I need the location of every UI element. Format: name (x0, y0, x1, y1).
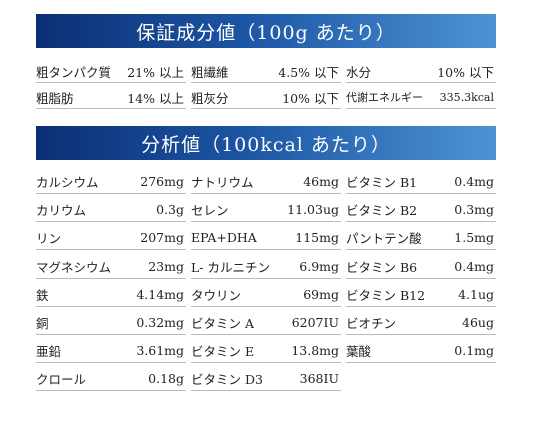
nutrient-value: 14% 以上 (127, 90, 184, 106)
table-row: クロール 0.18g (36, 367, 186, 392)
nutrient-label: 粗脂肪 (36, 90, 74, 106)
table-row: 粗脂肪 14% 以上 (36, 86, 186, 109)
nutrient-value: 21% 以上 (127, 64, 184, 80)
nutrient-label: 亜鉛 (36, 344, 62, 360)
table-row: 粗タンパク質 21% 以上 (36, 60, 186, 83)
nutrient-label: パントテン酸 (346, 231, 422, 247)
nutrient-value: 46mg (303, 174, 339, 189)
table-row: ビタミン B12 4.1ug (346, 283, 496, 307)
table-row: ビタミン D3 368IU (191, 367, 341, 392)
nutrient-label: セレン (191, 203, 229, 219)
nutrient-value: 3.61mg (136, 343, 184, 359)
table-row: 水分 10% 以下 (346, 60, 496, 83)
guaranteed-analysis-table: 粗タンパク質 21% 以上 粗繊維 4.5% 以下 水分 10% 以下 粗脂肪 14% … (36, 60, 496, 112)
table-row: 亜鉛 3.61mg (36, 339, 186, 364)
nutrient-value: 4.1ug (458, 286, 494, 302)
table-row: セレン 11.03ug (191, 198, 341, 223)
nutrient-label: リン (36, 231, 62, 247)
nutrient-label: ビタミン B1 (346, 175, 418, 190)
nutrient-label: EPA+DHA (191, 230, 257, 246)
nutrient-value: 69mg (303, 286, 339, 302)
empty-cell (346, 367, 496, 391)
table-row: ビタミン A 6207IU (191, 311, 341, 335)
nutrient-value: 0.18g (148, 371, 184, 387)
table-row: ビタミン B2 0.3mg (346, 198, 496, 223)
nutrient-value: 6207IU (291, 314, 339, 330)
nutrient-label: 代謝エネルギー (346, 91, 423, 104)
nutrient-label: 葉酸 (346, 344, 372, 360)
nutrient-value: 0.1mg (454, 343, 494, 359)
table-row: 銅 0.32mg (36, 311, 186, 335)
nutrient-value: 4.14mg (136, 286, 184, 302)
table-row: タウリン 69mg (191, 283, 341, 307)
nutrient-value: 276mg (140, 174, 184, 189)
table-row: ビタミン E 13.8mg (191, 339, 341, 364)
nutrient-label: 鉄 (36, 287, 49, 303)
nutrient-label: ビタミン B12 (346, 287, 426, 303)
nutrient-value: 13.8mg (291, 343, 339, 359)
nutrient-label: ビタミン D3 (191, 372, 263, 388)
nutrient-value: 0.4mg (454, 174, 494, 189)
nutrient-value: 368IU (299, 371, 339, 387)
nutrient-label: ビタミン E (191, 344, 255, 360)
nutrient-label: クロール (36, 372, 87, 388)
table-row: 代謝エネルギー 335.3kcal (346, 86, 496, 109)
table-row: マグネシウム 23mg (36, 255, 186, 279)
table-row: 粗繊維 4.5% 以下 (191, 60, 341, 83)
nutrient-label: ビタミン A (191, 315, 255, 331)
table-row: EPA+DHA 115mg (191, 226, 341, 251)
table-row: 粗灰分 10% 以下 (191, 86, 341, 109)
nutrient-value: 4.5% 以下 (278, 64, 339, 80)
table-row: リン 207mg (36, 226, 186, 251)
nutrient-value: 207mg (140, 230, 184, 246)
nutrient-value: 23mg (148, 258, 184, 274)
nutrient-label: ビタミン B2 (346, 203, 418, 219)
table-row: ビオチン 46ug (346, 311, 496, 335)
nutrient-label: 粗タンパク質 (36, 64, 112, 80)
table-row: ビタミン B6 0.4mg (346, 255, 496, 279)
table-row: L- カルニチン 6.9mg (191, 255, 341, 279)
nutrient-label: 粗灰分 (191, 90, 229, 106)
nutrient-value: 46ug (462, 314, 494, 330)
nutrient-value: 0.4mg (454, 258, 494, 274)
table-row: カルシウム 276mg (36, 170, 186, 194)
nutrient-label: 水分 (346, 64, 372, 80)
nutrient-label: L- カルニチン (191, 259, 270, 275)
nutrient-value: 0.3g (156, 202, 184, 218)
nutrient-value: 1.5mg (454, 230, 494, 246)
table-row: パントテン酸 1.5mg (346, 226, 496, 251)
nutrient-label: ビタミン B6 (346, 259, 418, 275)
nutrient-value: 11.03ug (287, 202, 339, 218)
table-row: カリウム 0.3g (36, 198, 186, 223)
nutrient-label: ビオチン (346, 315, 397, 331)
nutrient-value: 10% 以下 (282, 90, 339, 106)
table-row: 葉酸 0.1mg (346, 339, 496, 364)
nutrient-label: カリウム (36, 203, 87, 219)
nutrient-label: 粗繊維 (191, 64, 229, 80)
nutrient-value: 10% 以下 (437, 64, 494, 80)
nutrient-label: タウリン (191, 287, 242, 303)
table-row: ビタミン B1 0.4mg (346, 170, 496, 194)
nutrient-value: 0.3mg (454, 202, 494, 218)
table-row: 鉄 4.14mg (36, 283, 186, 307)
table-row: ナトリウム 46mg (191, 170, 341, 194)
nutrient-label: 銅 (36, 315, 49, 331)
nutrient-label: ナトリウム (191, 175, 254, 190)
nutrient-value: 335.3kcal (439, 90, 494, 104)
nutrient-value: 0.32mg (136, 314, 184, 330)
analysis-values-title: 分析値（100kcal あたり） (36, 126, 496, 160)
nutrient-label: マグネシウム (36, 259, 112, 275)
nutrient-value: 6.9mg (299, 258, 339, 274)
nutrient-label: カルシウム (36, 175, 99, 190)
guaranteed-analysis-title: 保証成分値（100g あたり） (36, 14, 496, 48)
analysis-values-table: カルシウム 276mg ナトリウム 46mg ビタミン B1 0.4mg カリウム 0.… (36, 170, 496, 396)
nutrient-value: 115mg (295, 230, 339, 246)
